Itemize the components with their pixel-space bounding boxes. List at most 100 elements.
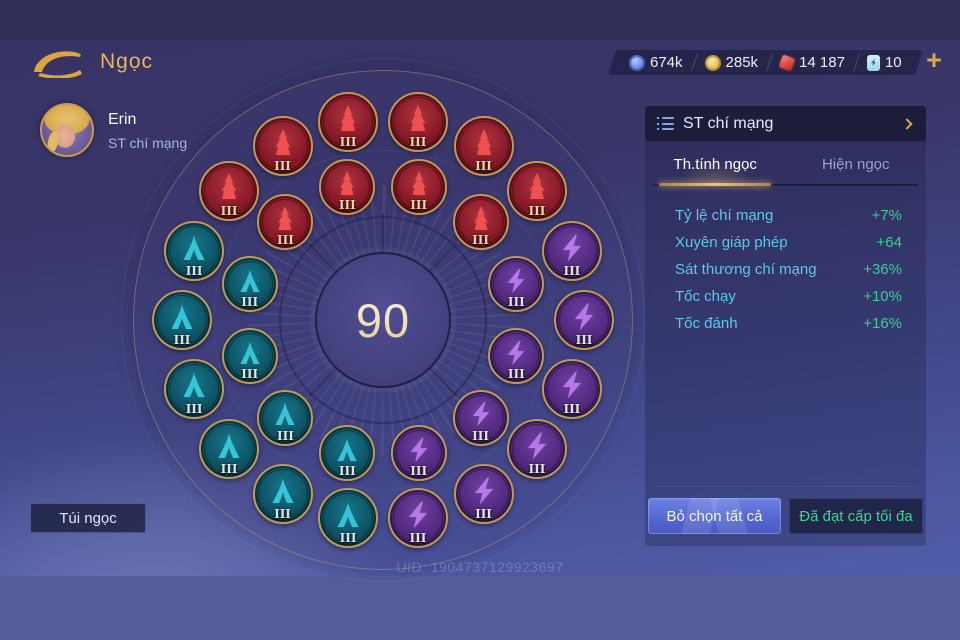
red-gem-icon <box>778 53 797 72</box>
gem-attack-purple[interactable]: III <box>554 290 614 350</box>
red-gem-icon <box>410 104 426 131</box>
gem-tier-label: III <box>409 135 427 150</box>
gem-move-teal[interactable]: III <box>152 290 212 350</box>
gem-loadout-panel: ST chí mạng Th.tính ngọc Hiện ngọc Tỷ lệ … <box>645 106 926 546</box>
gem-crit-red[interactable]: III <box>199 160 260 221</box>
tab-gem-view[interactable]: Hiện ngọc <box>821 156 890 173</box>
currency-item[interactable]: 14 187 <box>769 50 856 75</box>
wheel-mid-ring <box>213 150 553 490</box>
player-avatar[interactable] <box>40 103 94 157</box>
gem-attack-purple[interactable]: III <box>452 389 509 446</box>
gem-level-total: 90 <box>317 254 449 386</box>
gem-attack-purple[interactable]: III <box>453 464 514 525</box>
gem-move-teal[interactable]: III <box>257 389 314 446</box>
active-tab-underline <box>659 183 771 186</box>
gem-crit-red[interactable]: III <box>390 158 447 215</box>
gem-move-teal[interactable]: III <box>164 358 225 419</box>
purple-gem-icon <box>562 234 582 262</box>
purple-gem-icon <box>507 268 525 294</box>
stat-value: +64 <box>876 234 902 251</box>
gem-move-teal[interactable]: III <box>221 256 278 313</box>
gem-attack-purple[interactable]: III <box>387 487 448 548</box>
gem-move-teal[interactable]: III <box>252 464 313 525</box>
tabs-track <box>653 184 918 186</box>
stat-label: Tốc đánh <box>675 315 738 332</box>
gem-tier-label: III <box>410 464 428 479</box>
gem-tier-label: III <box>185 264 203 279</box>
wheel-outer-ring <box>121 58 645 582</box>
gem-tier-label: III <box>472 428 489 443</box>
gem-crit-red[interactable]: III <box>453 115 514 176</box>
deselect-all-button[interactable]: Bỏ chọn tất cả <box>648 498 781 534</box>
gem-tier-label: III <box>563 264 581 279</box>
stat-label: Sát thương chí mạng <box>675 261 817 278</box>
gem-crit-red[interactable]: III <box>452 194 509 251</box>
blue-coin-icon <box>629 54 645 71</box>
stat-value: +36% <box>863 261 902 278</box>
teal-gem-icon <box>183 235 205 260</box>
stat-value: +7% <box>871 207 902 224</box>
gem-crit-red[interactable]: III <box>387 92 448 153</box>
stat-row: Sát thương chí mạng +36% <box>645 256 926 283</box>
gem-tier-label: III <box>185 401 203 416</box>
gem-attack-purple[interactable]: III <box>541 358 602 419</box>
gem-tier-label: III <box>173 333 191 347</box>
teal-gem-icon <box>218 433 240 458</box>
stat-list: Tỷ lệ chí mạng +7% Xuyên giáp phép +64 Sát t… <box>645 202 926 337</box>
gem-tier-label: III <box>575 333 593 347</box>
gem-move-teal[interactable]: III <box>164 221 225 282</box>
gem-tier-label: III <box>507 366 525 381</box>
gem-crit-red[interactable]: III <box>318 92 379 153</box>
letterbox-top <box>0 0 960 40</box>
gem-bag-button[interactable]: Túi ngọc <box>30 503 146 533</box>
add-currency-button[interactable]: + <box>926 45 942 75</box>
gem-attack-purple[interactable]: III <box>488 327 545 384</box>
rune-card-icon <box>866 54 880 71</box>
gem-move-teal[interactable]: III <box>199 419 260 480</box>
stat-label: Xuyên giáp phép <box>675 234 788 251</box>
currency-bar: 674k 285k 14 187 10 <box>607 50 923 75</box>
stat-row: Tốc đánh +16% <box>645 310 926 337</box>
gem-tier-label: III <box>409 530 427 545</box>
gem-crit-red[interactable]: III <box>506 160 567 221</box>
currency-item[interactable]: 285k <box>694 50 770 75</box>
teal-gem-icon <box>183 372 205 398</box>
back-swoosh-icon[interactable] <box>30 46 88 79</box>
currency-value: 674k <box>650 54 683 71</box>
gem-tier-label: III <box>241 295 259 310</box>
currency-item[interactable]: 10 <box>856 50 913 75</box>
gem-attack-purple[interactable]: III <box>488 256 545 313</box>
panel-divider <box>655 486 916 487</box>
red-gem-icon <box>475 128 492 155</box>
gem-move-teal[interactable]: III <box>221 327 278 384</box>
gem-tier-label: III <box>274 158 291 173</box>
gem-attack-purple[interactable]: III <box>390 425 447 482</box>
red-gem-icon <box>274 128 291 155</box>
red-gem-icon <box>473 206 488 231</box>
gem-tier-label: III <box>410 197 428 212</box>
teal-gem-icon <box>275 403 296 426</box>
red-gem-icon <box>221 173 237 200</box>
list-icon <box>657 117 674 130</box>
max-level-button[interactable]: Đã đạt cấp tối đa <box>789 498 923 534</box>
purple-gem-icon <box>408 501 428 529</box>
gem-tier-label: III <box>274 507 291 522</box>
wheel-center: 90 <box>315 252 451 388</box>
gem-move-teal[interactable]: III <box>318 487 379 548</box>
gem-tier-label: III <box>276 428 294 443</box>
red-gem-icon <box>411 170 426 195</box>
gem-crit-red[interactable]: III <box>252 115 313 176</box>
gem-attack-purple[interactable]: III <box>541 221 602 282</box>
tab-gem-stats[interactable]: Th.tính ngọc <box>645 146 786 186</box>
gem-crit-red[interactable]: III <box>257 194 314 251</box>
currency-item[interactable]: 674k <box>618 50 694 75</box>
red-gem-icon <box>278 206 293 231</box>
gem-move-teal[interactable]: III <box>319 425 376 482</box>
gem-tier-label: III <box>339 530 357 545</box>
loadout-selector[interactable]: ST chí mạng <box>645 106 926 141</box>
gem-tier-label: III <box>472 233 489 248</box>
gem-attack-purple[interactable]: III <box>506 419 567 480</box>
player-loadout-label: ST chí mạng <box>108 135 188 151</box>
gem-crit-red[interactable]: III <box>319 158 376 215</box>
stat-row: Tỷ lệ chí mạng +7% <box>645 202 926 229</box>
